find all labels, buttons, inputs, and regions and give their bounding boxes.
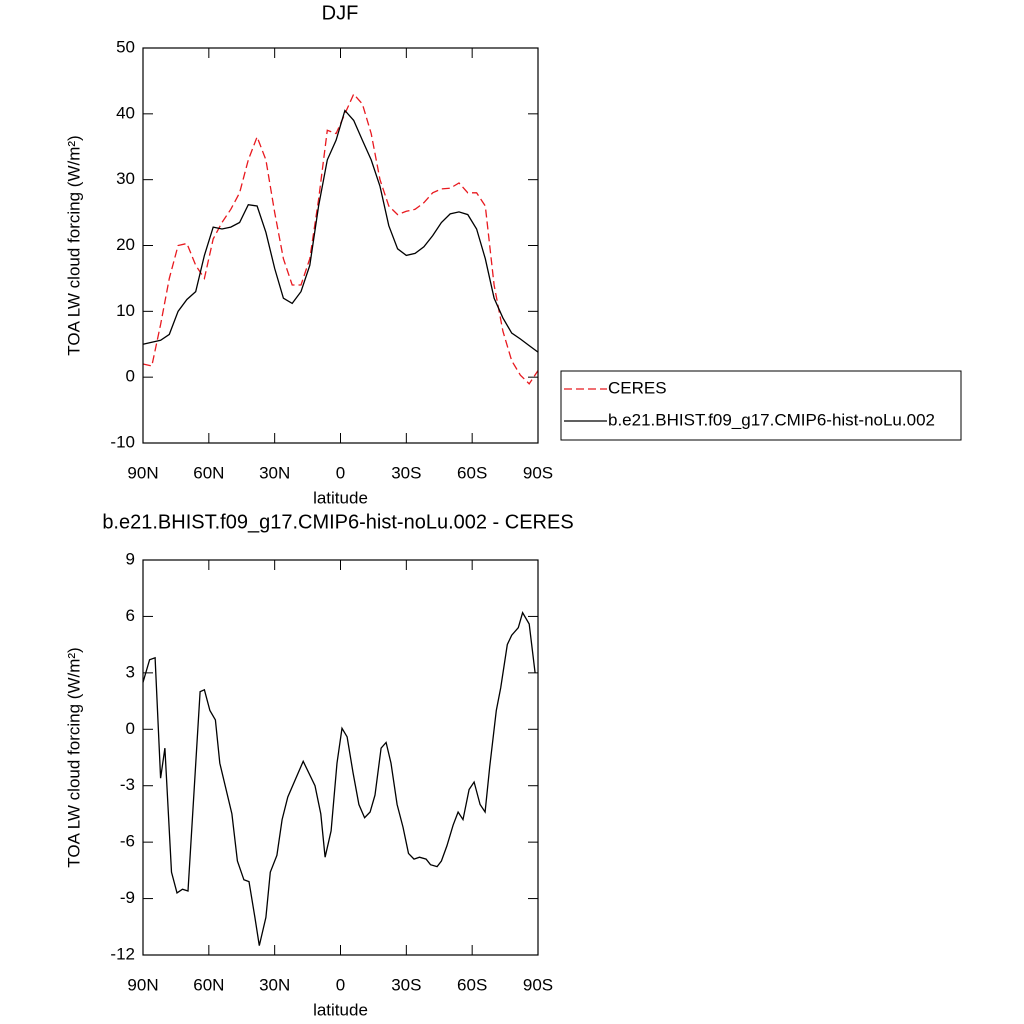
y-tick-label: 30 (116, 169, 135, 188)
data-line (142, 92, 539, 385)
x-axis-label: latitude (313, 1000, 368, 1019)
x-tick-label: 60S (457, 463, 487, 482)
x-tick-label: 90S (523, 463, 553, 482)
x-tick-label: 90N (127, 463, 158, 482)
legend-label: CERES (608, 378, 667, 397)
chart-title: DJF (322, 2, 359, 24)
x-tick-label: 90S (523, 975, 553, 994)
data-line (142, 611, 536, 946)
y-tick-label: -6 (120, 832, 135, 851)
y-tick-label: 9 (126, 549, 135, 568)
x-tick-label: 30S (391, 463, 421, 482)
x-tick-label: 90N (127, 975, 158, 994)
data-line (142, 109, 539, 353)
x-tick-label: 30N (259, 463, 290, 482)
chart-title: b.e21.BHIST.f09_g17.CMIP6-hist-noLu.002 … (102, 511, 573, 533)
y-tick-label: 3 (126, 662, 135, 681)
y-tick-label: 50 (116, 37, 135, 56)
x-tick-label: 0 (336, 463, 345, 482)
x-tick-label: 60S (457, 975, 487, 994)
y-axis-label: TOA LW cloud forcing (W/m²) (64, 647, 83, 867)
legend-label: b.e21.BHIST.f09_g17.CMIP6-hist-noLu.002 (608, 410, 935, 429)
x-tick-label: 30N (259, 975, 290, 994)
x-tick-label: 60N (193, 463, 224, 482)
y-tick-label: -10 (110, 432, 135, 451)
y-tick-label: 40 (116, 103, 135, 122)
y-tick-label: 10 (116, 301, 135, 320)
y-tick-label: 0 (126, 719, 135, 738)
legend-box (560, 370, 962, 441)
plot-frame (142, 47, 539, 444)
y-tick-label: 20 (116, 235, 135, 254)
x-axis-label: latitude (313, 488, 368, 507)
y-tick-label: -12 (110, 944, 135, 963)
y-tick-label: 6 (126, 606, 135, 625)
plot-frame (142, 559, 539, 956)
y-axis-label: TOA LW cloud forcing (W/m²) (64, 135, 83, 355)
x-tick-label: 0 (336, 975, 345, 994)
y-tick-label: 0 (126, 367, 135, 386)
y-tick-label: -3 (120, 775, 135, 794)
y-tick-label: -9 (120, 888, 135, 907)
x-tick-label: 30S (391, 975, 421, 994)
x-tick-label: 60N (193, 975, 224, 994)
